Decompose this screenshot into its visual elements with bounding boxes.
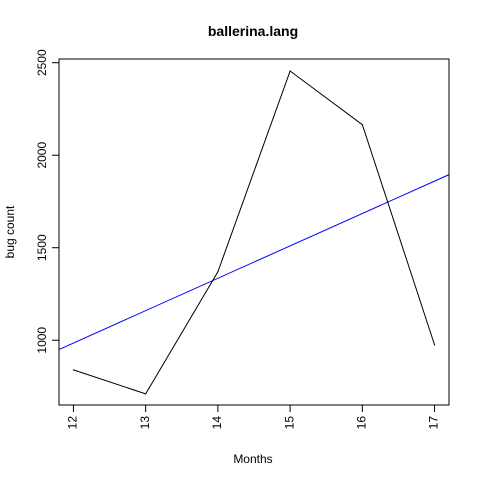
data-point — [217, 271, 219, 273]
x-tick-label: 17 — [427, 416, 441, 430]
x-tick-label: 12 — [66, 416, 80, 430]
x-axis-label: Months — [233, 452, 272, 466]
x-tick-label: 15 — [282, 416, 296, 430]
series-line — [73, 70, 436, 395]
y-tick-label: 1000 — [35, 327, 49, 354]
data-point — [289, 70, 291, 72]
y-axis-label: bug count — [3, 205, 17, 258]
plot-area — [59, 70, 449, 395]
plot-frame — [58, 58, 450, 406]
data-point — [361, 124, 363, 126]
data-point — [433, 344, 436, 346]
y-tick-label: 2000 — [35, 142, 49, 169]
data-point — [72, 369, 75, 371]
chart-title: ballerina.lang — [208, 23, 298, 39]
y-tick-label: 1500 — [35, 234, 49, 261]
y-tick-label: 2500 — [35, 49, 49, 76]
data-point — [145, 393, 147, 395]
trendline — [59, 174, 449, 350]
x-tick-label: 16 — [355, 416, 369, 430]
x-tick-label: 14 — [210, 416, 224, 430]
x-tick-label: 13 — [138, 416, 152, 430]
